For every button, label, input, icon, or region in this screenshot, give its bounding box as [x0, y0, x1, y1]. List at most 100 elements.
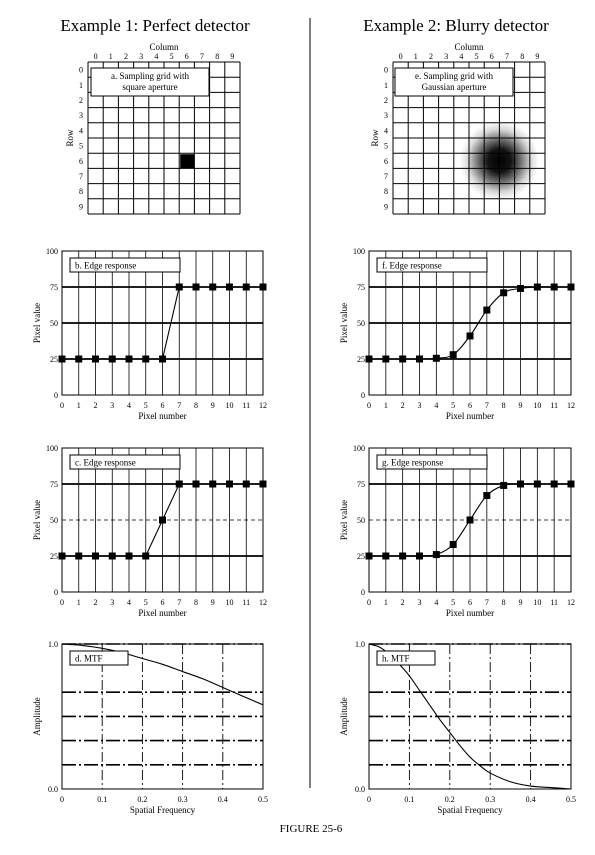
plot-frame — [368, 447, 572, 593]
data-point — [75, 552, 83, 560]
x-tick-label: 0 — [367, 401, 371, 410]
x-tick-label: 8 — [502, 598, 506, 607]
x-tick-label: 5 — [451, 598, 455, 607]
x-tick-label: 10 — [226, 401, 234, 410]
chart-label-box — [376, 257, 488, 273]
chart-label-box — [376, 454, 488, 470]
column-index: 9 — [535, 52, 539, 61]
row-index: 5 — [384, 142, 388, 151]
data-point — [159, 355, 166, 363]
column-index: 8 — [215, 52, 219, 61]
row-index: 6 — [79, 157, 83, 166]
x-tick-label: 5 — [144, 401, 148, 410]
y-tick-label: 0.0 — [48, 785, 58, 794]
x-tick-label: 0 — [60, 795, 64, 804]
y-tick-label: 75 — [357, 480, 365, 489]
x-tick-label: 4 — [434, 401, 438, 410]
column-index: 1 — [414, 52, 418, 61]
x-tick-label: 11 — [550, 598, 558, 607]
y-axis-label: Pixel value — [339, 303, 349, 343]
data-point — [259, 283, 267, 291]
grid-label-box — [394, 67, 514, 97]
y-tick-label: 75 — [50, 283, 58, 292]
square-aperture — [180, 154, 195, 169]
data-point — [382, 552, 390, 560]
data-point — [550, 480, 558, 488]
data-point — [500, 289, 508, 297]
column-index: 7 — [200, 52, 204, 61]
x-tick-label: 0 — [60, 401, 64, 410]
x-tick-label: 0.3 — [178, 795, 188, 804]
x-tick-label: 12 — [259, 598, 267, 607]
x-tick-label: 0.2 — [445, 795, 455, 804]
x-axis-label: Pixel number — [138, 411, 186, 421]
row-index: 2 — [384, 96, 388, 105]
row-index: 3 — [79, 111, 83, 120]
x-tick-label: 7 — [177, 401, 181, 410]
row-axis-label: Row — [65, 129, 75, 147]
column-index: 4 — [154, 52, 158, 61]
data-point — [125, 355, 133, 363]
x-tick-label: 4 — [127, 598, 131, 607]
x-axis-label: Pixel number — [446, 608, 494, 618]
data-point — [142, 552, 150, 560]
data-point — [517, 284, 524, 292]
y-tick-label: 25 — [357, 552, 365, 561]
x-tick-label: 10 — [533, 598, 541, 607]
y-tick-label: 100 — [353, 247, 365, 256]
data-point — [483, 306, 491, 314]
column-index: 7 — [505, 52, 509, 61]
y-axis-label: Amplitude — [32, 697, 42, 736]
chart-label: f. Edge response — [382, 261, 442, 271]
x-tick-label: 9 — [211, 401, 215, 410]
x-tick-label: 7 — [485, 598, 489, 607]
chart-label-box — [69, 650, 129, 666]
x-tick-label: 12 — [259, 401, 267, 410]
y-tick-label: 100 — [46, 247, 58, 256]
y-tick-label: 75 — [50, 480, 58, 489]
x-tick-label: 0 — [60, 598, 64, 607]
x-tick-label: 0.5 — [258, 795, 268, 804]
data-point — [533, 480, 541, 488]
x-tick-label: 7 — [485, 401, 489, 410]
column-index: 5 — [475, 52, 479, 61]
data-point — [416, 355, 423, 363]
row-index: 4 — [79, 126, 83, 135]
x-tick-label: 8 — [194, 401, 198, 410]
row-index: 2 — [79, 96, 83, 105]
y-tick-label: 100 — [46, 444, 58, 453]
data-point — [365, 355, 373, 363]
y-tick-label: 0 — [54, 588, 58, 597]
grid-label-line2: square aperture — [122, 82, 177, 92]
x-tick-label: 12 — [567, 598, 575, 607]
column-index: 0 — [399, 52, 403, 61]
x-tick-label: 9 — [519, 401, 523, 410]
plot-frame — [368, 643, 572, 790]
y-tick-label: 0 — [361, 391, 365, 400]
x-tick-label: 5 — [144, 598, 148, 607]
chart-label: g. Edge response — [382, 458, 443, 468]
grid-label-line2: Gaussian aperture — [422, 82, 487, 92]
x-tick-label: 9 — [211, 598, 215, 607]
column-index: 4 — [459, 52, 463, 61]
x-tick-label: 0.1 — [404, 795, 414, 804]
x-tick-label: 1 — [384, 401, 388, 410]
data-point — [125, 552, 133, 560]
x-tick-label: 1 — [77, 401, 81, 410]
plot-frame — [61, 643, 264, 790]
x-tick-label: 11 — [550, 401, 558, 410]
data-point — [466, 332, 474, 340]
x-tick-label: 0.3 — [485, 795, 495, 804]
x-tick-label: 5 — [451, 401, 455, 410]
chart-d-mtf: 0 0.1 0.2 0.3 0.4 0.5 0.0 1.0 d. MTF Spatial Freq… — [32, 640, 268, 815]
row-index: 8 — [384, 187, 388, 196]
grid-label-box — [90, 67, 210, 97]
grid-label-line1: e. Sampling grid with — [415, 71, 493, 81]
y-tick-label: 50 — [50, 516, 58, 525]
chart-label: d. MTF — [75, 654, 103, 664]
column-title-perfect: Example 1: Perfect detector — [60, 16, 250, 35]
data-point — [142, 355, 150, 363]
